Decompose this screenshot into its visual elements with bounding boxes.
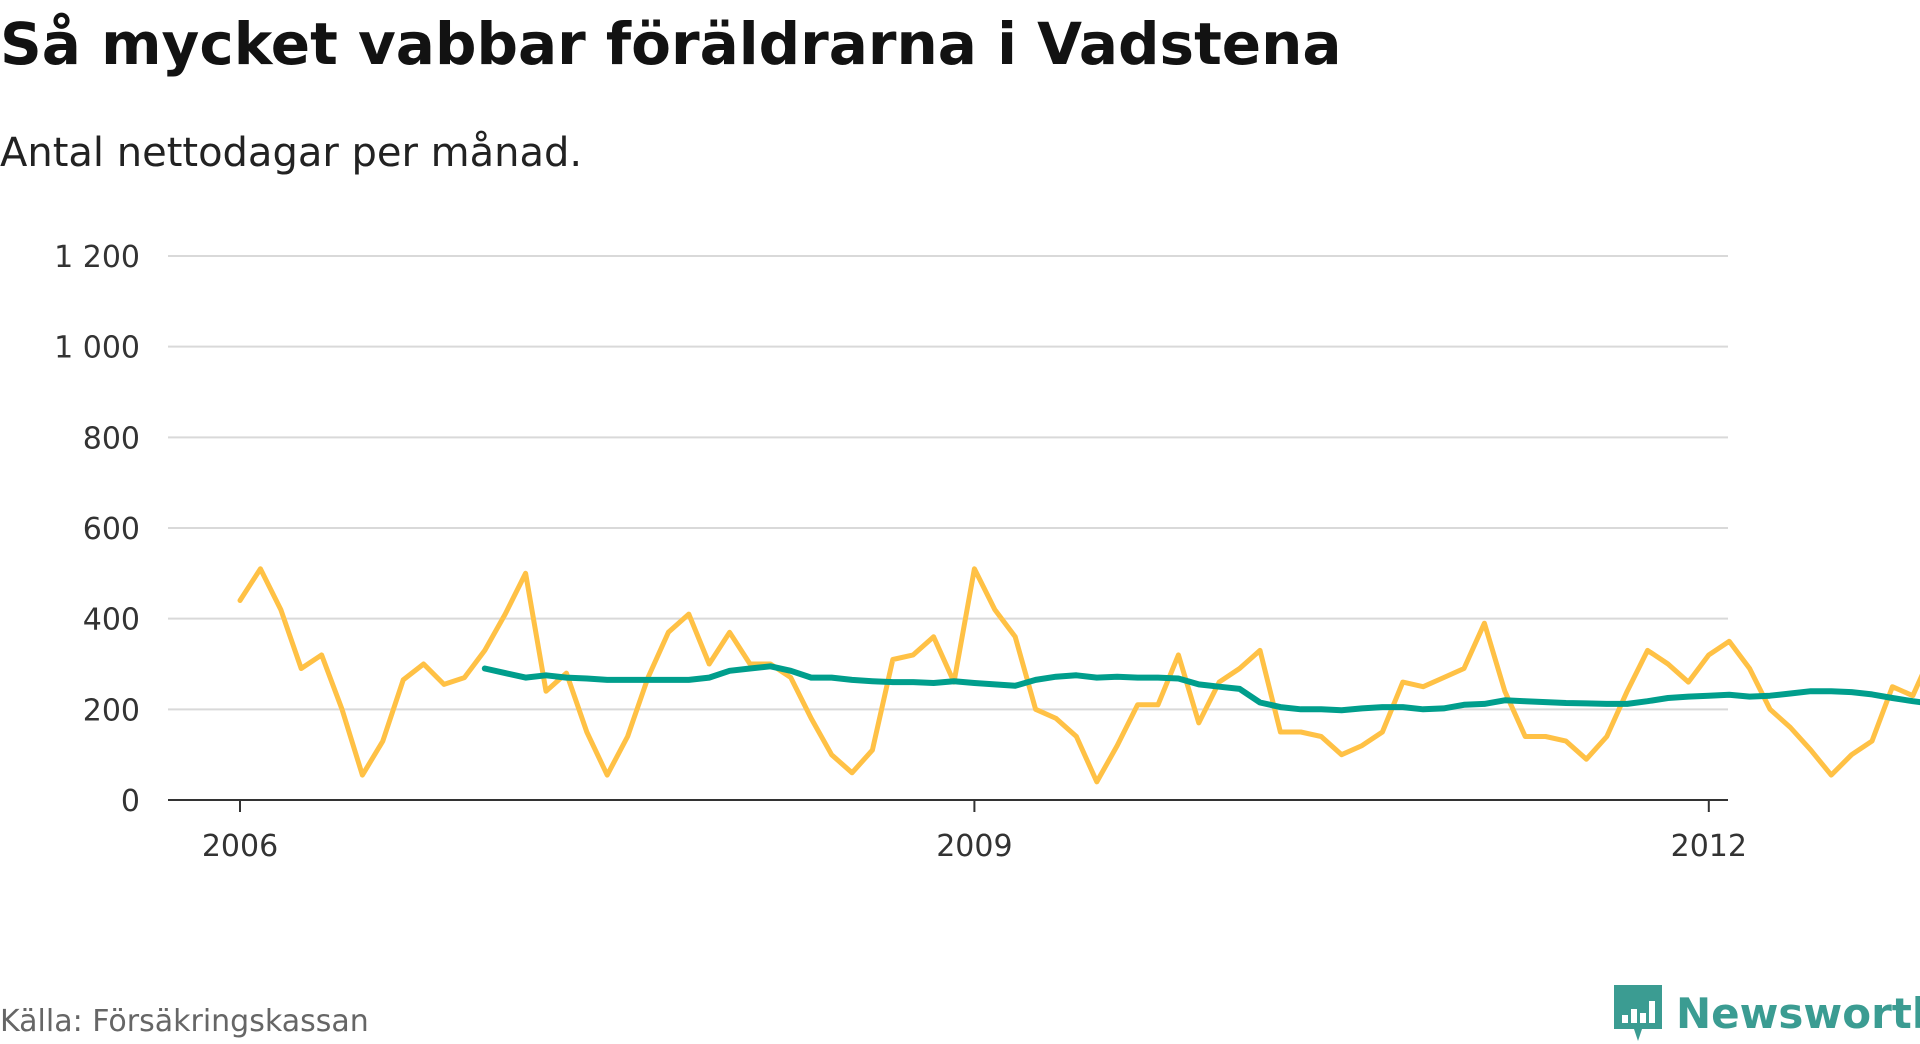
x-axis: 2006200920122015201820212023 — [168, 799, 1747, 864]
source-note: Källa: Försäkringskassan — [0, 1004, 369, 1039]
monthly-line — [237, 566, 1920, 785]
gridlines — [168, 255, 1728, 711]
brand-logo: Newsworthy — [1612, 982, 1920, 1044]
bar-chart-icon — [1614, 985, 1662, 1041]
x-tick-label: 2006 — [202, 829, 278, 864]
x-tick-label: 2009 — [936, 829, 1012, 864]
chart-title: Så mycket vabbar föräldrarna i Vadstena — [0, 10, 1342, 78]
y-tick-label: 400 — [83, 603, 140, 638]
y-axis: 0 200 400 600 800 1 000 1 200 — [54, 240, 140, 819]
chart-subtitle: Antal nettodagar per månad. — [0, 130, 583, 176]
y-tick-label: 1 000 — [54, 331, 140, 366]
y-tick-label: 600 — [83, 512, 140, 547]
y-tick-label: 0 — [121, 784, 140, 819]
trend-line — [481, 663, 1920, 714]
y-tick-label: 800 — [83, 421, 140, 456]
series-lines — [237, 566, 1920, 785]
y-tick-label: 200 — [83, 693, 140, 728]
x-tick-label: 2012 — [1671, 829, 1747, 864]
y-tick-label: 1 200 — [54, 240, 140, 275]
brand-name: Newsworthy — [1676, 988, 1920, 1038]
